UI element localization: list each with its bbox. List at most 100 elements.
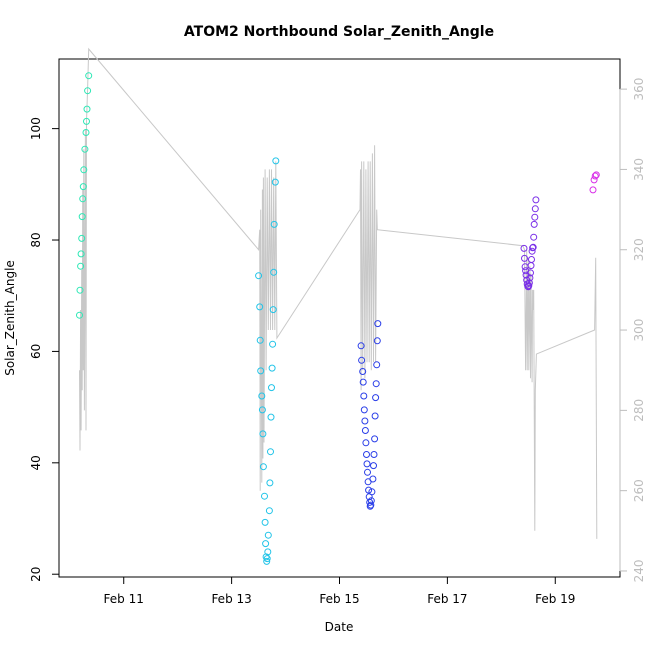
- data-point-series-4: [528, 247, 536, 255]
- data-point-series-2: [264, 531, 272, 539]
- data-point-series-3: [370, 451, 378, 458]
- data-point-series-2: [261, 518, 269, 526]
- data-point-series-2: [263, 555, 271, 563]
- data-point-series-2: [257, 367, 265, 375]
- data-point-series-3: [360, 406, 368, 414]
- data-point-series-1: [78, 234, 86, 242]
- y-tick-label: 40: [29, 455, 43, 470]
- data-point-series-2: [272, 157, 280, 165]
- data-point-series-5: [591, 172, 599, 180]
- data-point-series-2: [270, 220, 278, 228]
- data-point-series-2: [269, 306, 277, 314]
- right-y-tick-label: 300: [632, 319, 646, 342]
- data-point-series-1: [85, 72, 93, 80]
- data-point-series-3: [369, 475, 377, 483]
- x-tick-label: Feb 11: [104, 592, 144, 606]
- data-point-series-3: [367, 497, 375, 505]
- data-point-series-3: [371, 412, 379, 420]
- y-tick-label: 100: [29, 117, 43, 140]
- data-point-series-2: [270, 268, 278, 276]
- x-tick-label: Feb 13: [211, 592, 251, 606]
- data-point-series-4: [527, 269, 534, 277]
- data-point-series-4: [520, 244, 528, 252]
- data-point-series-2: [262, 540, 270, 548]
- data-point-series-4: [532, 196, 540, 204]
- data-point-series-3: [364, 468, 371, 476]
- data-point-series-3: [374, 320, 382, 328]
- data-point-series-1: [76, 311, 83, 319]
- data-point-series-3: [371, 435, 379, 443]
- data-point-series-2: [261, 492, 268, 500]
- y-axis-label: Solar_Zenith_Angle: [3, 260, 17, 376]
- right-y-tick-label: 260: [632, 479, 646, 502]
- data-point-series-1: [79, 183, 87, 191]
- right-axis-line-layer: [79, 47, 598, 539]
- x-axis: Feb 11 Feb 13 Feb 15 Feb 17 Feb 19: [104, 576, 575, 606]
- data-point-series-4: [521, 254, 528, 262]
- data-point-series-3: [368, 488, 376, 496]
- right-y-tick-label: 280: [632, 399, 646, 422]
- x-tick-label: Feb 19: [535, 592, 575, 606]
- data-point-series-2: [259, 430, 267, 438]
- data-point-series-1: [77, 262, 85, 270]
- data-point-series-3: [373, 337, 381, 345]
- right-y-tick-label: 340: [632, 158, 646, 181]
- data-point-series-4: [530, 220, 538, 228]
- data-point-series-3: [358, 356, 366, 364]
- data-point-series-3: [372, 380, 380, 388]
- data-point-series-2: [267, 448, 274, 456]
- right-y-axis: 240 260 280 300 320 340 360: [619, 78, 646, 583]
- x-tick-label: Feb 15: [319, 592, 359, 606]
- data-point-series-1: [76, 286, 84, 294]
- data-point-series-3: [372, 394, 380, 402]
- data-point-series-3: [361, 427, 369, 434]
- data-point-series-3: [363, 451, 370, 458]
- data-point-series-4: [525, 282, 533, 290]
- data-point-series-4: [528, 256, 535, 263]
- data-point-series-2: [259, 463, 267, 471]
- data-point-series-2: [258, 392, 266, 400]
- data-point-series-4: [531, 205, 539, 213]
- data-point-series-2: [258, 406, 266, 414]
- data-point-series-2: [256, 303, 264, 311]
- data-point-series-3: [357, 342, 365, 350]
- plot-frame: [58, 58, 621, 578]
- y-tick-label: 60: [29, 344, 43, 359]
- data-point-series-1: [78, 213, 86, 221]
- y-tick-label: 80: [29, 232, 43, 247]
- data-point-series-1: [80, 166, 88, 174]
- x-axis-label: Date: [325, 620, 354, 634]
- x-tick-label: Feb 17: [427, 592, 467, 606]
- data-point-series-2: [256, 336, 264, 344]
- data-point-series-2: [268, 364, 276, 372]
- data-point-series-2: [269, 340, 277, 348]
- data-point-series-2: [271, 178, 279, 186]
- data-point-series-2: [266, 479, 274, 487]
- data-point-series-4: [529, 243, 537, 251]
- data-point-series-3: [365, 486, 373, 494]
- data-point-series-1: [79, 195, 87, 203]
- data-point-series-3: [359, 378, 367, 386]
- data-point-series-4: [526, 274, 534, 282]
- data-point-series-2: [268, 384, 275, 392]
- data-point-series-3: [363, 460, 371, 468]
- data-point-series-1: [81, 145, 89, 153]
- right-y-tick-label: 360: [632, 78, 646, 101]
- data-point-series-3: [370, 462, 377, 470]
- right-y-tick-label: 240: [632, 560, 646, 583]
- chart-title: ATOM2 Northbound Solar_Zenith_Angle: [184, 24, 494, 40]
- data-point-series-2: [262, 553, 270, 561]
- data-point-series-3: [367, 501, 375, 509]
- data-point-series-1: [77, 250, 85, 258]
- data-point-series-1: [83, 117, 90, 125]
- right-axis-series-line: [79, 47, 598, 539]
- data-point-series-1: [82, 129, 90, 136]
- data-point-series-4: [531, 213, 539, 221]
- data-point-series-4: [525, 279, 533, 287]
- data-point-series-3: [359, 368, 367, 375]
- data-point-series-2: [265, 507, 273, 515]
- data-point-series-2: [263, 557, 271, 565]
- data-points-layer: [76, 72, 600, 565]
- data-point-series-2: [267, 413, 275, 421]
